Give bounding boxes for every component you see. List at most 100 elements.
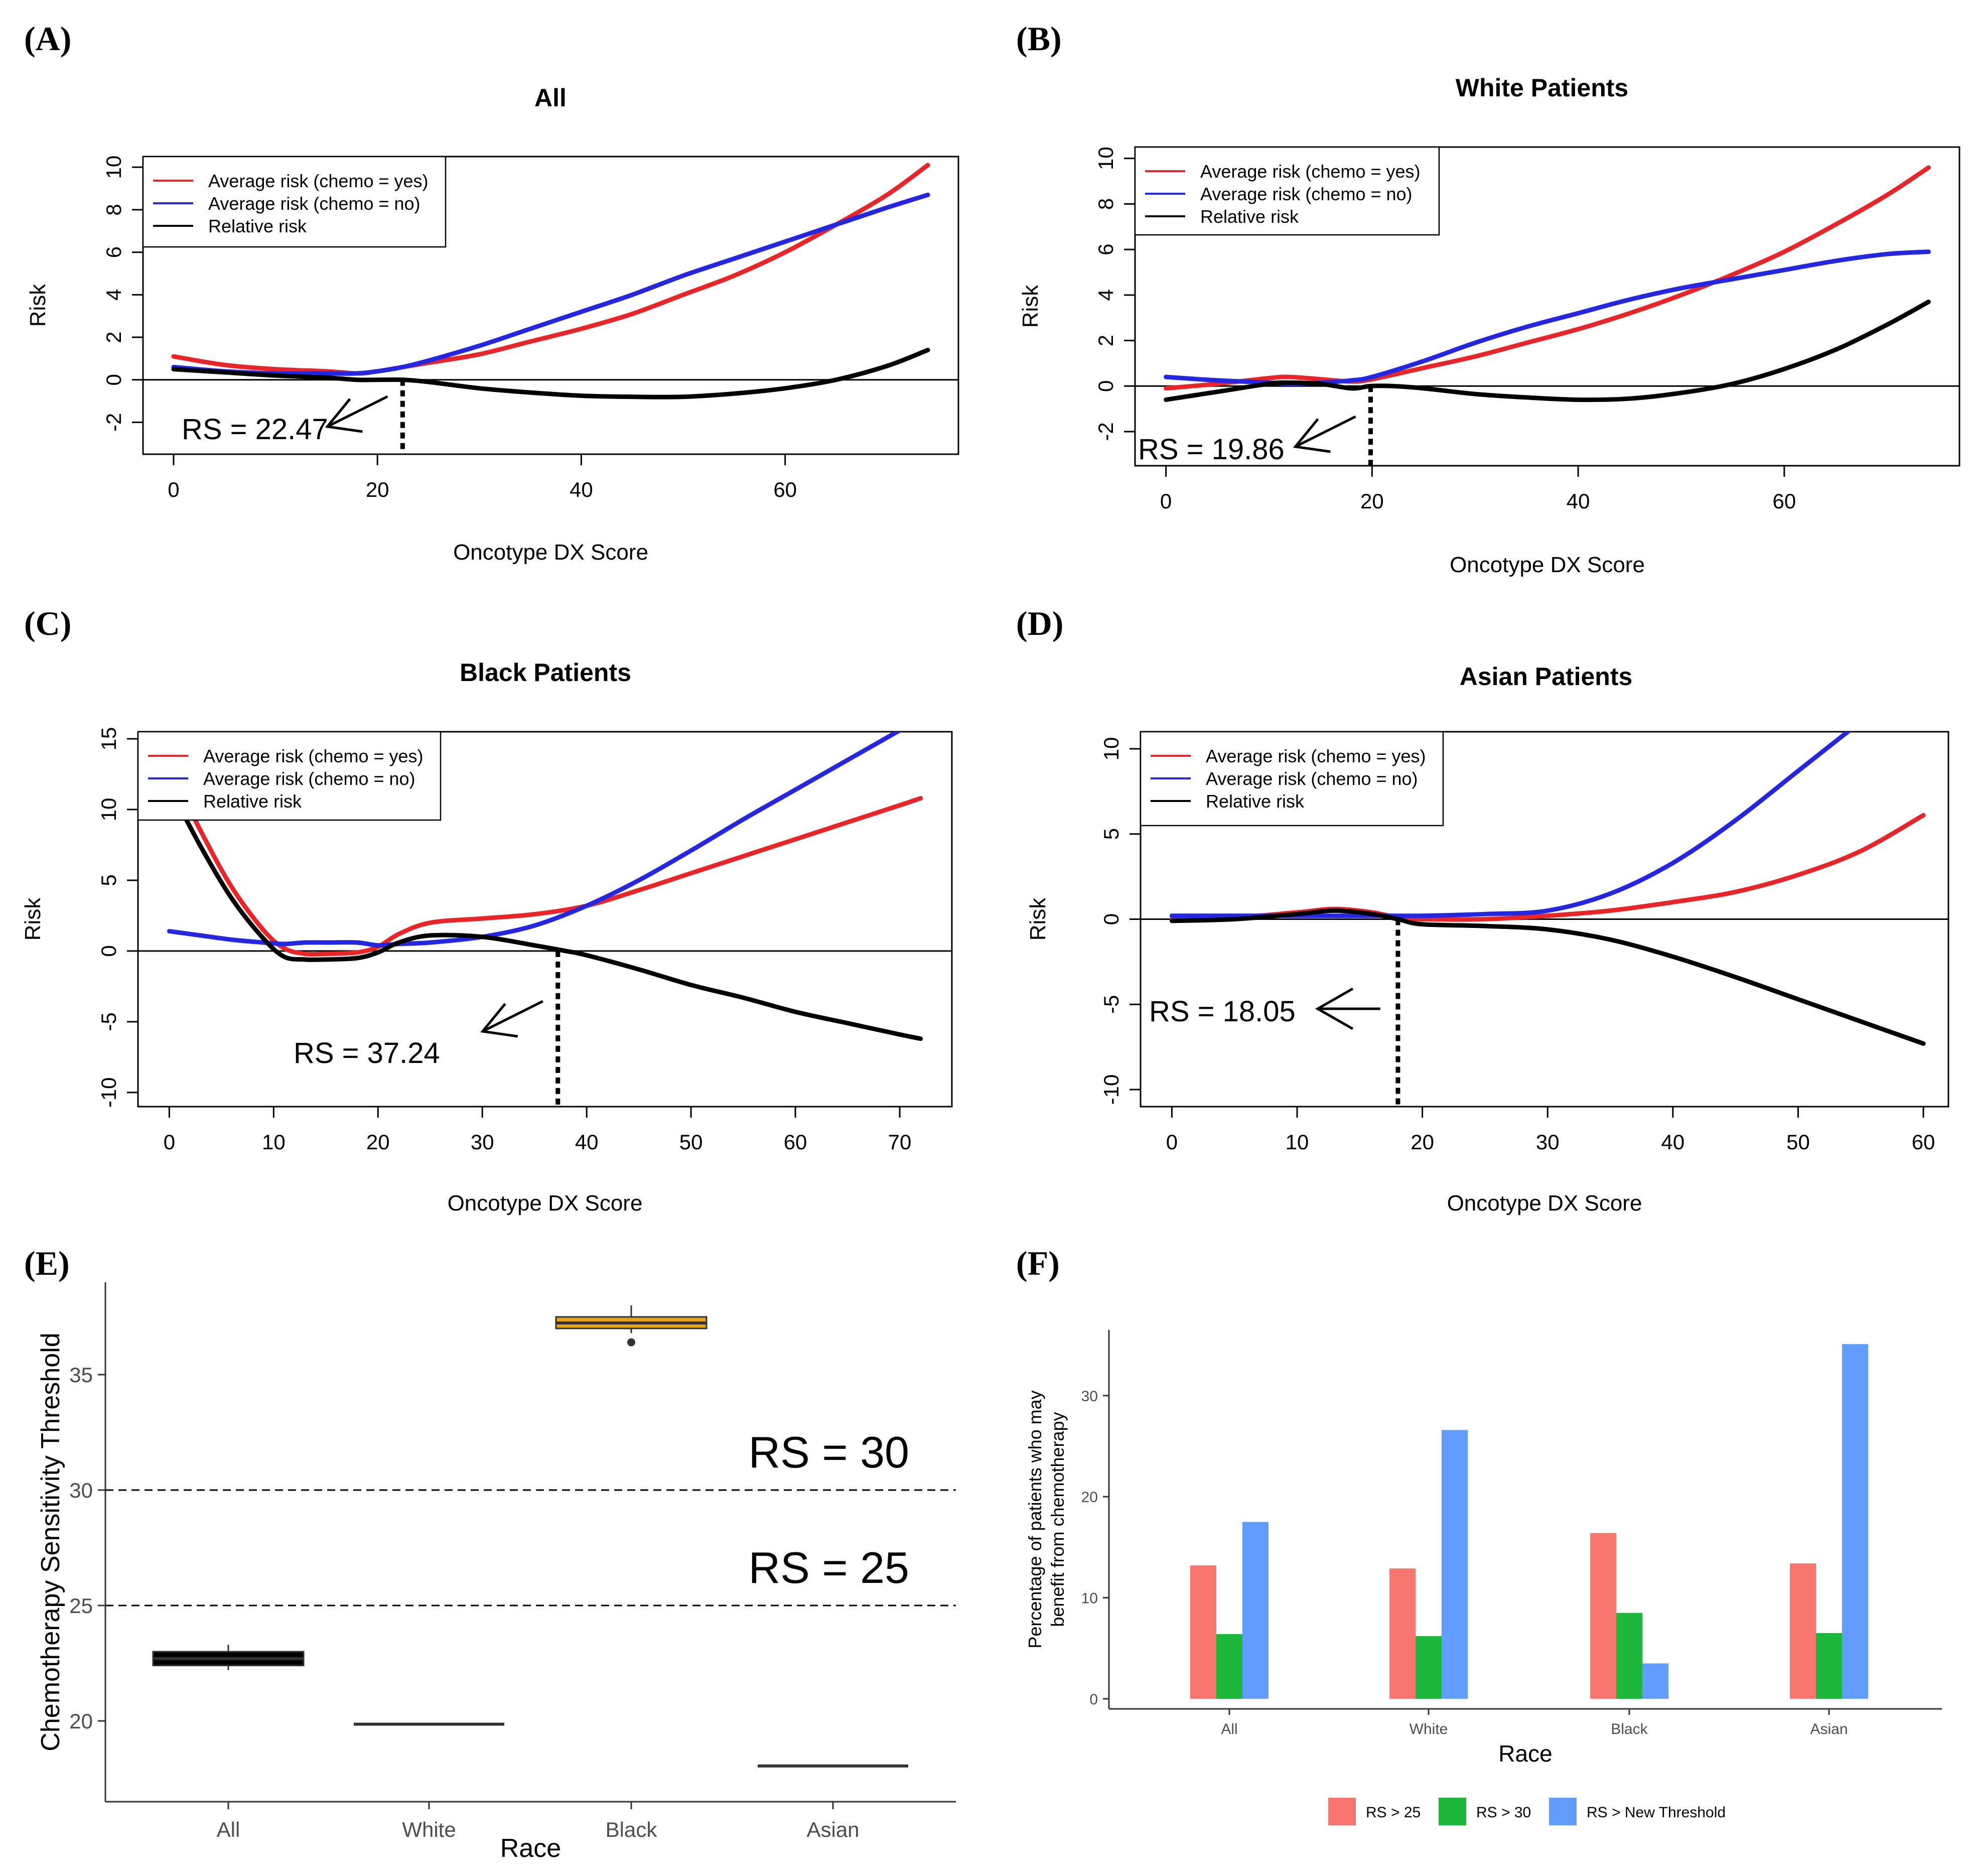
- x-tick-label: 0: [164, 1130, 175, 1154]
- legend: Average risk (chemo = yes)Average risk (…: [1134, 146, 1440, 236]
- legend-label: Average risk (chemo = no): [203, 768, 415, 789]
- y-tick-label: 8: [102, 204, 125, 215]
- arrow-shaft: [482, 1000, 543, 1033]
- rs-annotation-text: RS = 37.24: [294, 1037, 440, 1069]
- x-tick-label: 0: [1166, 1130, 1178, 1154]
- y-tick-label: 5: [1099, 828, 1123, 840]
- series-group: [1169, 732, 1926, 1046]
- y-tick-label: -2: [1094, 422, 1117, 441]
- series-line-chemo-yes: [1164, 165, 1931, 391]
- y-tick-label: 4: [1094, 289, 1117, 301]
- panel-e: (E) 20 25 30 35 All White Black Asian Race Chemoth…: [24, 1244, 956, 1863]
- rs-annotation: RS = 18.05: [1149, 987, 1380, 1030]
- rs-annotation-text: RS = 18.05: [1149, 995, 1296, 1028]
- legend-label: Relative risk: [1206, 791, 1305, 812]
- x-tick-label: 60: [1912, 1130, 1935, 1154]
- panel-b: (B) White Patients 0 20 40 60 -2 0 2 4 6 8 10 Oncotyp…: [1016, 20, 1960, 577]
- panel-label: (C): [24, 604, 71, 642]
- x-axis-label: Oncotype DX Score: [1450, 553, 1645, 577]
- series-line-chemo-no: [171, 192, 930, 376]
- legend-label: Relative risk: [1200, 206, 1299, 227]
- arrow-head: [325, 398, 363, 433]
- y-tick-label: 6: [102, 246, 125, 258]
- y-tick-label: -5: [1099, 995, 1123, 1014]
- panel-label: (D): [1016, 604, 1063, 642]
- panel-label: (E): [24, 1244, 70, 1282]
- y-tick-label: 0: [1099, 913, 1123, 925]
- series-line-relative-risk: [1164, 299, 1931, 403]
- legend-swatch: [1549, 1798, 1577, 1825]
- legend: Average risk (chemo = yes)Average risk (…: [142, 156, 447, 248]
- series-line-relative-risk: [167, 784, 923, 1041]
- bar: [1190, 1565, 1216, 1699]
- series-line-chemo-yes: [171, 163, 930, 376]
- x-axis-label: Oncotype DX Score: [1447, 1191, 1642, 1216]
- bar: [1590, 1533, 1616, 1699]
- rs-annotation-text: RS = 19.86: [1138, 433, 1285, 466]
- y-tick-label: 10: [1099, 737, 1123, 761]
- x-axis-label: Race: [1498, 1740, 1552, 1767]
- y-tick-label: 2: [1094, 335, 1117, 346]
- series-group: [1164, 165, 1931, 403]
- box-all: [152, 1645, 305, 1670]
- x-tick-label: 50: [1786, 1130, 1810, 1154]
- y-axis-label: Risk: [26, 284, 50, 327]
- arrow-head: [1293, 418, 1331, 453]
- panel-label: (F): [1016, 1244, 1060, 1282]
- panel-c: (C) Black Patients 0 10 20 30 40 50 60 70 -10 -5 0 5 1…: [21, 604, 953, 1216]
- arrow-shaft: [1295, 415, 1356, 448]
- y-tick-label: 5: [97, 874, 120, 886]
- y-axis-label: benefit from chemotherapy: [1047, 1412, 1068, 1627]
- y-tick-label: 0: [97, 945, 120, 957]
- x-tick-label: All: [1221, 1721, 1237, 1737]
- legend-label: Relative risk: [203, 791, 302, 812]
- x-tick-label: White: [402, 1818, 456, 1841]
- y-tick-label: 0: [102, 374, 125, 385]
- x-tick-label: 60: [1773, 489, 1796, 513]
- y-axis-label: Percentage of patients who may: [1025, 1390, 1045, 1648]
- x-tick-label: 0: [1160, 489, 1172, 513]
- rs-annotation: RS = 22.47: [182, 395, 388, 446]
- reference-line-label: RS = 30: [749, 1427, 909, 1477]
- x-axis-label: Oncotype DX Score: [453, 540, 648, 565]
- x-tick-label: Asian: [1810, 1721, 1848, 1737]
- y-tick-label: 25: [69, 1594, 93, 1618]
- legend-label: RS > 30: [1476, 1804, 1531, 1821]
- bar: [1216, 1634, 1242, 1699]
- x-tick-label: 40: [1661, 1130, 1684, 1154]
- series-group: [171, 163, 930, 399]
- plot-frame: [137, 731, 953, 1108]
- rs-annotation-text: RS = 22.47: [182, 413, 328, 446]
- x-tick-label: 40: [570, 478, 593, 501]
- rs-annotation: RS = 19.86: [1138, 415, 1356, 466]
- y-tick-label: 15: [97, 727, 120, 751]
- x-axis-label: Oncotype DX Score: [448, 1191, 643, 1216]
- legend-box: [1134, 146, 1440, 236]
- x-tick-label: 70: [888, 1130, 912, 1154]
- y-tick-label: 10: [102, 156, 125, 179]
- x-tick-label: 20: [366, 1130, 390, 1154]
- x-tick-label: 10: [262, 1130, 286, 1154]
- y-tick-label: 30: [1081, 1388, 1098, 1405]
- x-tick-label: 20: [366, 478, 389, 501]
- arrow-shaft: [327, 395, 388, 428]
- y-tick-label: 30: [69, 1479, 93, 1502]
- legend-box: [1140, 731, 1444, 827]
- bar: [1790, 1563, 1816, 1699]
- y-tick-label: 20: [1081, 1489, 1098, 1506]
- x-tick-label: Black: [1611, 1721, 1648, 1737]
- x-tick-label: 60: [773, 478, 797, 501]
- arrow-head: [480, 1003, 518, 1038]
- legend-label: RS > New Threshold: [1587, 1804, 1726, 1821]
- panel-label: (A): [24, 20, 71, 58]
- box-black: [555, 1305, 708, 1347]
- x-tick-label: 30: [471, 1130, 494, 1154]
- legend-swatch: [1328, 1798, 1356, 1825]
- legend-label: Average risk (chemo = no): [1206, 768, 1418, 789]
- bar: [1416, 1636, 1442, 1699]
- x-axis-label: Race: [500, 1834, 561, 1863]
- y-tick-label: 10: [1081, 1590, 1098, 1607]
- y-tick-label: -10: [97, 1077, 120, 1108]
- y-axis-label: Risk: [1026, 897, 1050, 941]
